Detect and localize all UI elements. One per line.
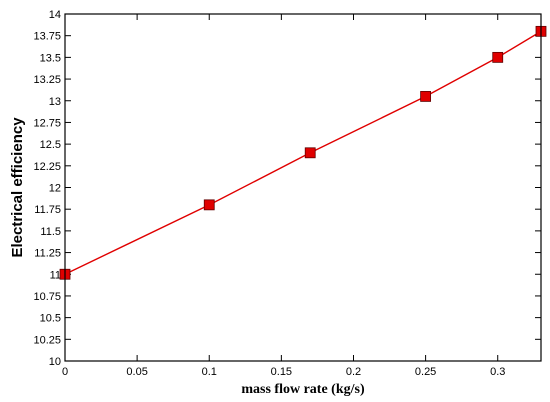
y-tick-label: 11.75 [34, 204, 61, 216]
y-tick-label: 12.25 [33, 161, 61, 173]
x-tick-label: 0.3 [490, 366, 505, 378]
y-tick-label: 13.25 [33, 74, 61, 86]
y-tick-label: 13.5 [40, 52, 61, 64]
y-tick-label: 12.5 [40, 139, 61, 151]
y-tick-label: 10.25 [33, 334, 61, 346]
data-point-marker [203, 199, 215, 211]
data-point-marker [304, 147, 316, 159]
x-tick-label: 0.15 [271, 366, 292, 378]
y-tick-label: 12.75 [33, 117, 61, 129]
y-tick-label: 13 [49, 96, 61, 108]
y-tick-label: 12 [49, 183, 61, 195]
data-point-marker [492, 51, 504, 63]
plot-frame [64, 13, 542, 362]
y-tick-label: 13.75 [33, 31, 61, 43]
y-tick-label: 11 [50, 269, 61, 281]
y-tick-label: 11.25 [34, 248, 61, 260]
y-tick-label: 10.5 [40, 313, 61, 325]
data-point-marker [420, 91, 432, 102]
x-tick-label: 0.2 [346, 366, 361, 378]
x-axis-label: mass flow rate (kg/s) [241, 382, 365, 397]
x-axis-ticks: 0 0.05 0.1 0.15 0.2 0.25 0.3 [62, 14, 505, 378]
y-tick-label: 14 [49, 9, 61, 21]
x-tick-label: 0.25 [415, 366, 436, 378]
y-tick-label: 11.5 [40, 226, 61, 238]
x-tick-label: 0.1 [202, 366, 217, 378]
y-tick-label: 10.75 [33, 291, 61, 303]
series-layer [59, 25, 547, 280]
y-tick-label: 10 [49, 356, 61, 368]
series-line [64, 30, 542, 275]
x-tick-label: 0.05 [126, 366, 147, 378]
y-axis-ticks: 10 10.25 10.5 10.75 11 11.25 11.5 11.75 12 12.25 1… [33, 9, 541, 368]
x-tick-label: 0 [62, 366, 68, 378]
y-axis-label: Electrical efficiency [9, 117, 26, 258]
